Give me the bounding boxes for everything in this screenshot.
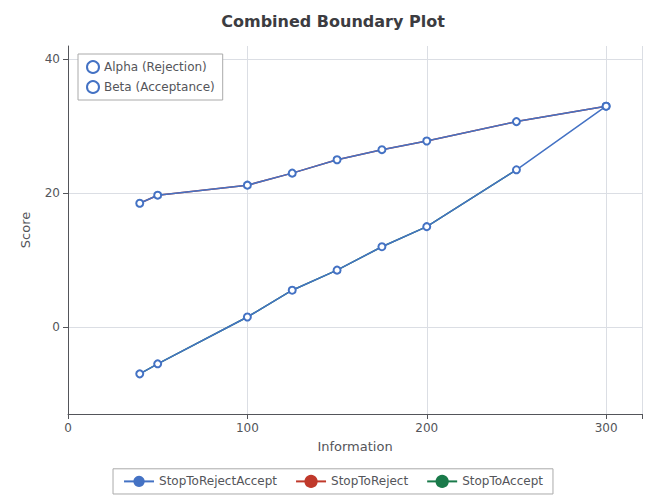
- svg-text:Information: Information: [317, 439, 392, 454]
- svg-text:0: 0: [52, 320, 60, 334]
- svg-text:Combined Boundary Plot: Combined Boundary Plot: [221, 12, 445, 31]
- svg-text:StopToAccept: StopToAccept: [462, 474, 543, 488]
- svg-text:Beta (Acceptance): Beta (Acceptance): [104, 80, 215, 94]
- svg-text:20: 20: [45, 186, 60, 200]
- svg-text:200: 200: [415, 421, 438, 435]
- svg-text:Alpha (Rejection): Alpha (Rejection): [104, 60, 207, 74]
- svg-text:40: 40: [45, 52, 60, 66]
- svg-text:StopToReject: StopToReject: [331, 474, 408, 488]
- svg-text:300: 300: [595, 421, 618, 435]
- svg-text:StopToRejectAccept: StopToRejectAccept: [159, 474, 277, 488]
- svg-text:Score: Score: [18, 212, 33, 248]
- svg-text:100: 100: [236, 421, 259, 435]
- svg-text:0: 0: [64, 421, 72, 435]
